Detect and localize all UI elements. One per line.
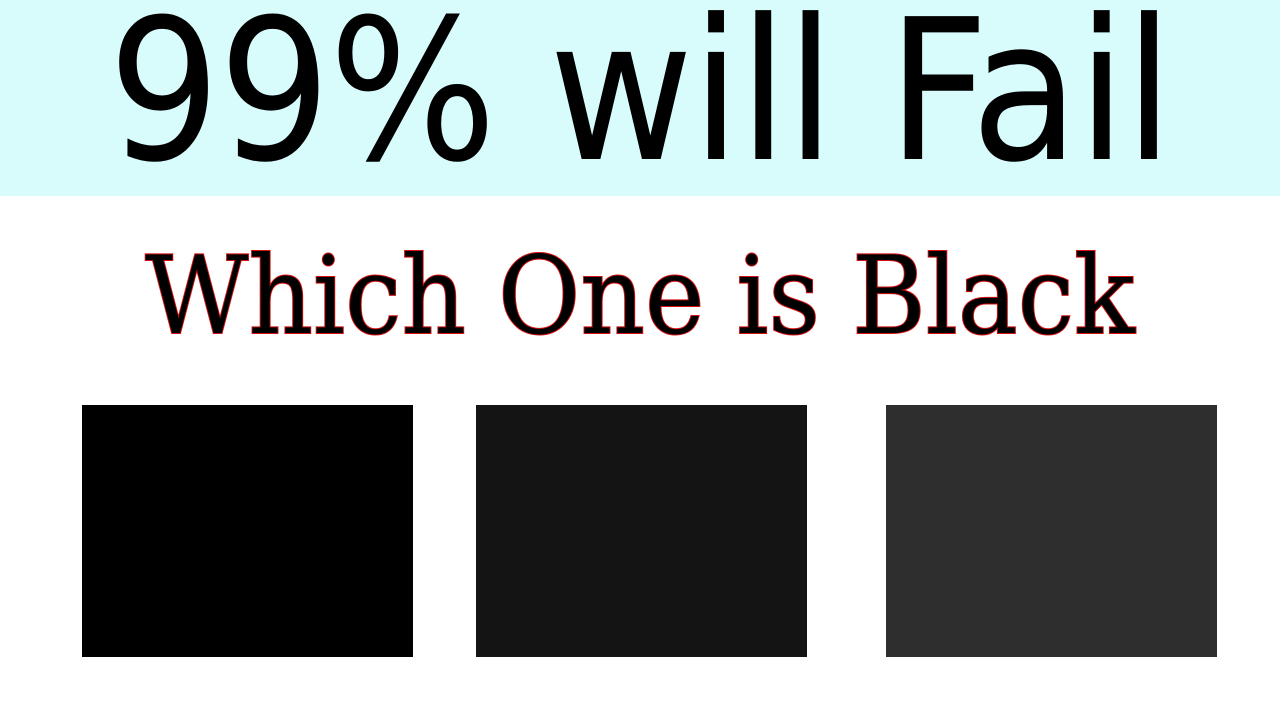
color-swatch-1: [82, 405, 413, 657]
headline-banner: 99% will Fail: [0, 0, 1280, 196]
color-swatch-3: [886, 405, 1217, 657]
color-swatch-2: [476, 405, 807, 657]
headline-text: 99% will Fail: [108, 0, 1173, 196]
question-text: Which One is Black: [144, 234, 1136, 359]
